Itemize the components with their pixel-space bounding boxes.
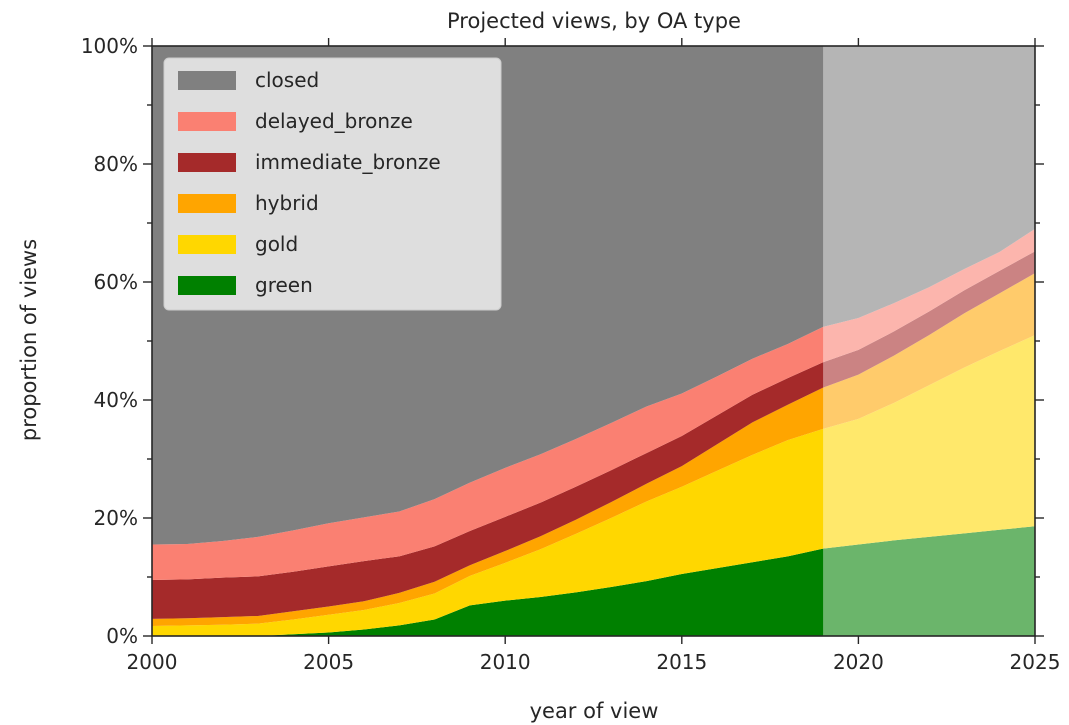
area-immediate-bronze <box>152 251 1035 619</box>
legend-swatch-closed <box>178 71 236 90</box>
x-tick-label: 2010 <box>480 650 531 674</box>
legend-swatch-hybrid <box>178 194 236 213</box>
y-tick-label: 20% <box>94 506 138 530</box>
legend-swatch-green <box>178 276 236 295</box>
legend-swatch-delayed-bronze <box>178 112 236 131</box>
projection-overlay <box>823 46 1035 636</box>
legend-swatch-gold <box>178 235 236 254</box>
area-delayed-bronze <box>152 228 1035 580</box>
legend-label-closed: closed <box>255 68 319 92</box>
legend-swatch-immediate-bronze <box>178 153 236 172</box>
area-green <box>152 526 1035 636</box>
legend-label-gold: gold <box>255 232 298 256</box>
axes: 2000 2005 2010 2015 2020 2025 0% 20% 40% 60% 80% 10… <box>81 34 1061 674</box>
legend-label-green: green <box>255 273 313 297</box>
x-tick-label: 2000 <box>127 650 178 674</box>
x-tick-label: 2015 <box>656 650 707 674</box>
y-tick-label: 100% <box>81 34 138 58</box>
legend-label-immediate-bronze: immediate_bronze <box>255 150 441 174</box>
area-gold <box>152 335 1035 636</box>
y-tick-label: 60% <box>94 270 138 294</box>
x-tick-label: 2020 <box>833 650 884 674</box>
y-tick-label: 0% <box>106 624 138 648</box>
legend-label-hybrid: hybrid <box>255 191 319 215</box>
chart-title: Projected views, by OA type <box>447 9 741 33</box>
y-tick-label: 40% <box>94 388 138 412</box>
x-axis-title: year of view <box>530 699 659 723</box>
y-tick-label: 80% <box>94 152 138 176</box>
legend-label-delayed-bronze: delayed_bronze <box>255 109 413 133</box>
x-tick-label: 2005 <box>303 650 354 674</box>
legend: closed delayed_bronze immediate_bronzehybr… <box>163 57 502 311</box>
legend-box <box>163 57 502 311</box>
x-tick-label: 2025 <box>1010 650 1061 674</box>
y-axis-title: proportion of views <box>17 239 41 441</box>
